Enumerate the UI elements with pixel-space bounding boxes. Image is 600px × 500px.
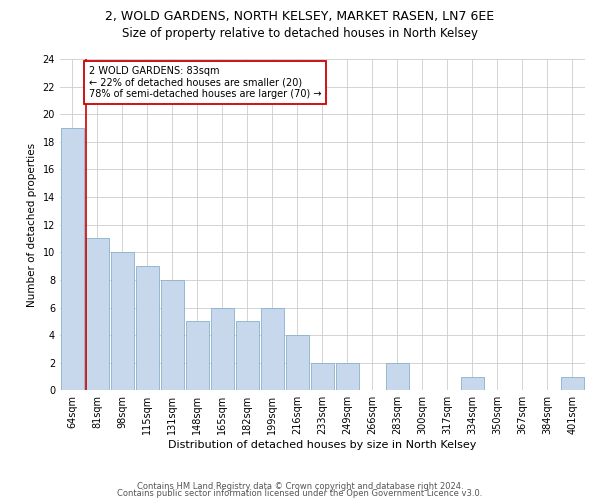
Bar <box>336 362 359 390</box>
Bar <box>161 280 184 390</box>
Text: Contains public sector information licensed under the Open Government Licence v3: Contains public sector information licen… <box>118 490 482 498</box>
Bar <box>211 308 233 390</box>
Y-axis label: Number of detached properties: Number of detached properties <box>27 142 37 306</box>
Bar <box>186 322 209 390</box>
Bar <box>386 362 409 390</box>
Bar <box>461 376 484 390</box>
Bar <box>286 335 309 390</box>
Text: Contains HM Land Registry data © Crown copyright and database right 2024.: Contains HM Land Registry data © Crown c… <box>137 482 463 491</box>
Bar <box>61 128 83 390</box>
Bar <box>111 252 134 390</box>
Text: 2, WOLD GARDENS, NORTH KELSEY, MARKET RASEN, LN7 6EE: 2, WOLD GARDENS, NORTH KELSEY, MARKET RA… <box>106 10 494 23</box>
Bar <box>311 362 334 390</box>
Bar <box>86 238 109 390</box>
Bar <box>236 322 259 390</box>
Bar <box>136 266 158 390</box>
Text: 2 WOLD GARDENS: 83sqm
← 22% of detached houses are smaller (20)
78% of semi-deta: 2 WOLD GARDENS: 83sqm ← 22% of detached … <box>89 66 321 99</box>
Bar <box>261 308 284 390</box>
X-axis label: Distribution of detached houses by size in North Kelsey: Distribution of detached houses by size … <box>168 440 476 450</box>
Bar <box>561 376 584 390</box>
Text: Size of property relative to detached houses in North Kelsey: Size of property relative to detached ho… <box>122 28 478 40</box>
